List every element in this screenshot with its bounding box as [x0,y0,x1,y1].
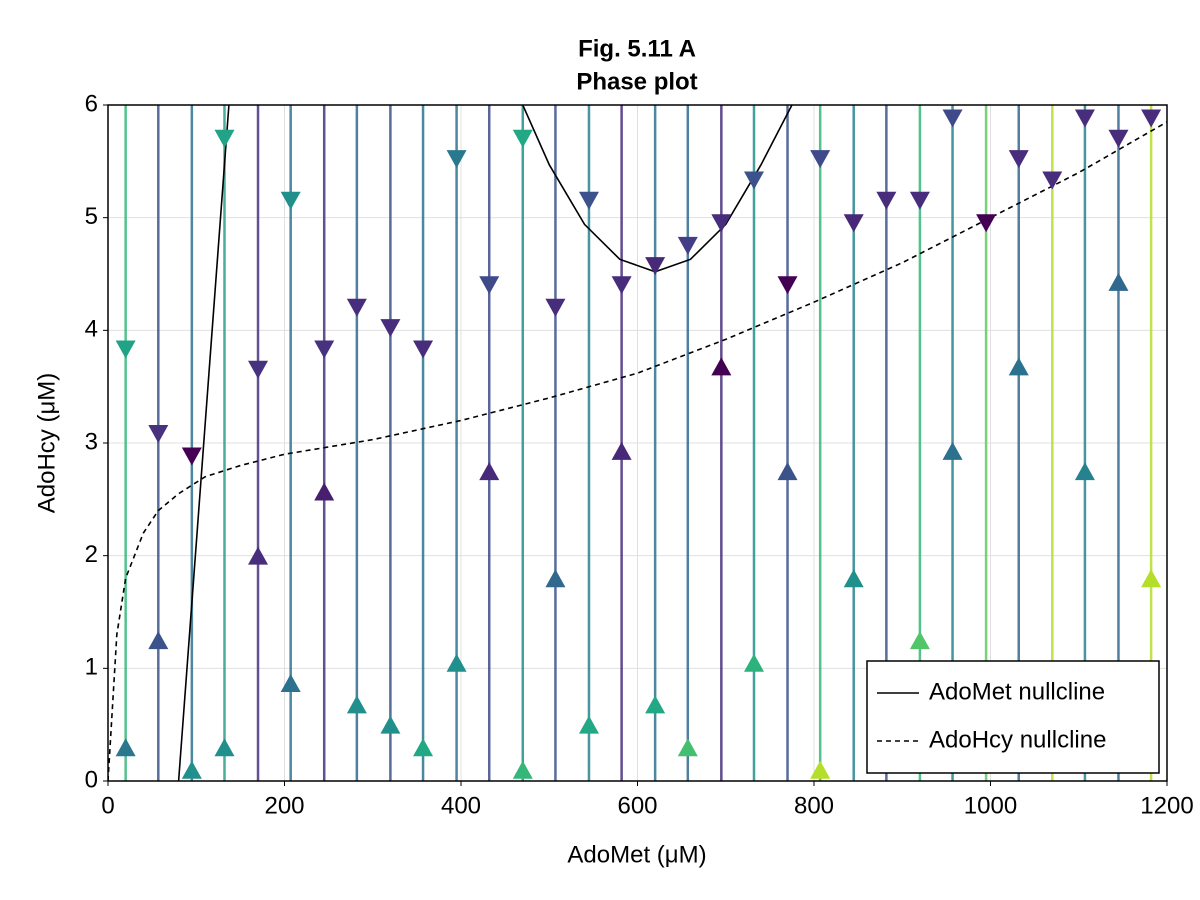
arrow [843,214,864,233]
arrow [1108,129,1129,148]
y-tick-label: 1 [85,654,98,681]
arrow [214,738,235,757]
arrow [248,360,269,379]
nullcline [108,121,1167,781]
arrow [909,631,930,650]
ticks: 0 200 400 600 800 1000 1200 0 1 2 3 4 5 6 [85,90,1194,819]
arrow [876,191,897,210]
arrow [645,695,666,714]
arrow [743,171,764,190]
arrow [380,715,401,734]
legend-label: AdoMet nullcline [929,678,1105,705]
x-tick-label: 1000 [964,792,1017,819]
arrow [1008,357,1029,376]
arrow [280,673,301,692]
x-tick-label: 200 [264,792,304,819]
arrow [578,715,599,734]
arrow [512,129,533,148]
arrow [843,569,864,588]
arrow [611,441,632,460]
x-tick-label: 600 [617,792,657,819]
legend-box [866,660,1160,774]
arrow [214,129,235,148]
y-tick-label: 5 [85,203,98,230]
arrow [446,653,467,672]
arrow [545,569,566,588]
arrow [181,447,202,466]
arrow [942,109,963,128]
arrow [115,738,136,757]
chart-title: Fig. 5.11 A [578,35,696,62]
arrow [777,462,798,481]
arrow [446,150,467,169]
chart-subtitle: Phase plot [576,68,697,95]
arrow [314,482,335,501]
arrow [314,340,335,359]
legend-label: AdoHcy nullcline [929,726,1106,753]
x-tick-label: 800 [794,792,834,819]
arrow [479,462,500,481]
arrow [479,276,500,295]
x-axis-label: AdoMet (μM) [567,841,706,868]
arrow [1141,569,1162,588]
x-tick-label: 0 [101,792,114,819]
arrow [578,191,599,210]
arrow [711,357,732,376]
arrows [115,109,1162,779]
arrow [976,214,997,233]
arrow [248,546,269,565]
arrow [148,631,169,650]
arrow [645,257,666,276]
y-tick-label: 6 [85,90,98,117]
arrow [346,298,367,317]
arrow [677,738,698,757]
arrow [512,760,533,779]
y-tick-label: 0 [85,766,98,793]
arrow [810,760,831,779]
arrow [545,298,566,317]
arrow [1042,171,1063,190]
arrow [777,276,798,295]
arrow [346,695,367,714]
arrow [743,653,764,672]
y-tick-label: 4 [85,316,98,343]
arrow [611,276,632,295]
arrow [942,441,963,460]
y-tick-label: 3 [85,428,98,455]
arrow [909,191,930,210]
y-tick-label: 2 [85,541,98,568]
arrow [181,760,202,779]
x-tick-label: 400 [441,792,481,819]
arrow [1108,272,1129,291]
arrow [677,236,698,255]
arrow [810,150,831,169]
arrow [280,191,301,210]
legend: AdoMet nullcline AdoHcy nullcline [866,660,1160,774]
arrow [1141,109,1162,128]
arrow [711,214,732,233]
arrow [115,340,136,359]
arrow [413,340,434,359]
arrow [148,424,169,443]
arrow [380,319,401,338]
arrow [1074,462,1095,481]
y-axis-label: AdoHcy (μM) [33,373,60,514]
arrow [1074,109,1095,128]
x-tick-label: 1200 [1140,792,1193,819]
arrow [413,738,434,757]
arrow [1008,150,1029,169]
